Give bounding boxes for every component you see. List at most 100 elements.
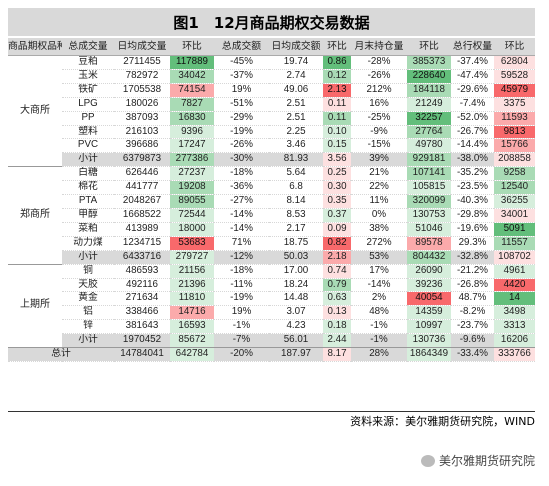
value-cell: 53% — [351, 250, 407, 265]
value-cell: 11810 — [170, 291, 214, 307]
column-header: 日均成交额 — [269, 38, 323, 56]
table-row: 玉米 782972 34042 -37% 2.74 0.12 -26% 228640 -47.4… — [8, 69, 535, 84]
value-cell: 212% — [351, 83, 407, 98]
product-name: 动力煤 — [62, 236, 114, 251]
value-cell: 216103 — [114, 125, 170, 140]
value-cell: 3.46 — [269, 138, 323, 154]
value-cell: 0.11 — [323, 97, 351, 112]
value-cell: 184118 — [407, 83, 451, 98]
table-row: 铁矿 1705538 74154 19% 49.06 2.13 212% 184118 -29.… — [8, 83, 535, 98]
value-cell: 19208 — [170, 180, 214, 196]
column-header: 总成交量 — [62, 38, 114, 56]
value-cell: 804432 — [407, 250, 451, 265]
value-cell: 6433716 — [114, 250, 170, 265]
value-cell: -47.4% — [451, 69, 494, 84]
value-cell: 49780 — [407, 138, 451, 154]
value-cell: -9.6% — [451, 333, 494, 349]
value-cell: 1668522 — [114, 208, 170, 223]
value-cell: 8.53 — [269, 208, 323, 223]
value-cell: 21% — [351, 166, 407, 182]
value-cell: 4420 — [494, 278, 535, 293]
value-cell: -14.4% — [451, 138, 494, 154]
value-cell: 626446 — [114, 166, 170, 182]
product-name: PVC — [62, 138, 114, 154]
value-cell: -11% — [214, 278, 269, 293]
value-cell: 387093 — [114, 111, 170, 126]
value-cell: -1% — [351, 333, 407, 349]
column-header: 商品期权品种 — [8, 38, 62, 56]
value-cell: 492116 — [114, 278, 170, 293]
column-header: 总行权量 — [451, 38, 494, 56]
data-table-container: 商品期权品种 总成交量 日均成交量 环比 总成交额 日均成交额 环比 月末持仓量 环比 总行权量环… — [8, 38, 535, 362]
value-cell: 3.56 — [323, 152, 351, 168]
wechat-icon — [420, 454, 435, 467]
value-cell: 0.25 — [323, 166, 351, 182]
total-value-cell: 1864349 — [407, 347, 451, 362]
value-cell: 2.44 — [323, 333, 351, 349]
value-cell: 2% — [351, 291, 407, 307]
table-row: 塑料 216103 9396 -19% 2.25 0.10 -9% 27764 -26.7% 98… — [8, 125, 535, 140]
exchange-label: 上期所 — [8, 264, 62, 349]
value-cell: -21.2% — [451, 264, 494, 279]
value-cell: 72544 — [170, 208, 214, 223]
product-name: PP — [62, 111, 114, 126]
value-cell: 17% — [351, 264, 407, 279]
column-header: 日均成交量 — [114, 38, 170, 56]
value-cell: -19% — [214, 125, 269, 140]
value-cell: 3313 — [494, 319, 535, 335]
value-cell: -26% — [351, 69, 407, 84]
value-cell: 0.18 — [323, 319, 351, 335]
value-cell: 56.01 — [269, 333, 323, 349]
value-cell: 2.74 — [269, 69, 323, 84]
value-cell: 3375 — [494, 97, 535, 112]
exchange-label: 大商所 — [8, 55, 62, 168]
value-cell: 228640 — [407, 69, 451, 84]
table-row: PP 387093 16830 -29% 2.51 0.11 -25% 32257 -52.0%… — [8, 111, 535, 126]
value-cell: 1705538 — [114, 83, 170, 98]
value-cell: 441777 — [114, 180, 170, 196]
value-cell: 19% — [214, 83, 269, 98]
value-cell: 7827 — [170, 97, 214, 112]
value-cell: 0.13 — [323, 305, 351, 321]
value-cell: 2.13 — [323, 83, 351, 98]
product-name: 铁矿 — [62, 83, 114, 98]
value-cell: 6379873 — [114, 152, 170, 168]
table-row: 郑商所 白糖 626446 27237 -18% 5.64 0.25 21% 107141 -35… — [8, 166, 535, 265]
column-header: 环比 — [407, 38, 451, 56]
value-cell: -32.8% — [451, 250, 494, 265]
product-name: 棉花 — [62, 180, 114, 196]
value-cell: 180026 — [114, 97, 170, 112]
value-cell: 16593 — [170, 319, 214, 335]
value-cell: 21156 — [170, 264, 214, 279]
product-name: 铝 — [62, 305, 114, 321]
value-cell: -8.2% — [451, 305, 494, 321]
value-cell: 62804 — [494, 55, 535, 70]
value-cell: 40054 — [407, 291, 451, 307]
value-cell: -12% — [214, 250, 269, 265]
value-cell: -18% — [214, 166, 269, 182]
value-cell: -35.2% — [451, 166, 494, 182]
value-cell: 18000 — [170, 222, 214, 237]
table-row: 动力煤 1234715 53683 71% 18.75 0.82 272% 89578 29.3… — [8, 236, 535, 251]
value-cell: 19% — [214, 305, 269, 321]
product-name: 小计 — [62, 333, 114, 349]
value-cell: -45% — [214, 55, 269, 70]
value-cell: 2711455 — [114, 55, 170, 70]
product-name: 豆粕 — [62, 55, 114, 70]
total-row: 总计 14784041 642784 -20% 187.97 8.17 28% 1864349… — [8, 347, 535, 362]
value-cell: -25% — [351, 111, 407, 126]
value-cell: 271634 — [114, 291, 170, 307]
options-data-table: 商品期权品种 总成交量 日均成交量 环比 总成交额 日均成交额 环比 月末持仓量 环比 总行权量环… — [8, 38, 535, 362]
value-cell: 130753 — [407, 208, 451, 223]
value-cell: 18.75 — [269, 236, 323, 251]
column-header: 月末持仓量 — [351, 38, 407, 56]
total-value-cell: 333766 — [494, 347, 535, 362]
value-cell: 3.07 — [269, 305, 323, 321]
value-cell: -23.5% — [451, 180, 494, 196]
value-cell: 27237 — [170, 166, 214, 182]
value-cell: 0.12 — [323, 69, 351, 84]
total-value-cell: 8.17 — [323, 347, 351, 362]
value-cell: 15766 — [494, 138, 535, 154]
value-cell: -23.7% — [451, 319, 494, 335]
source-note: 资料来源：美尔雅期货研究院，WIND — [8, 411, 535, 432]
